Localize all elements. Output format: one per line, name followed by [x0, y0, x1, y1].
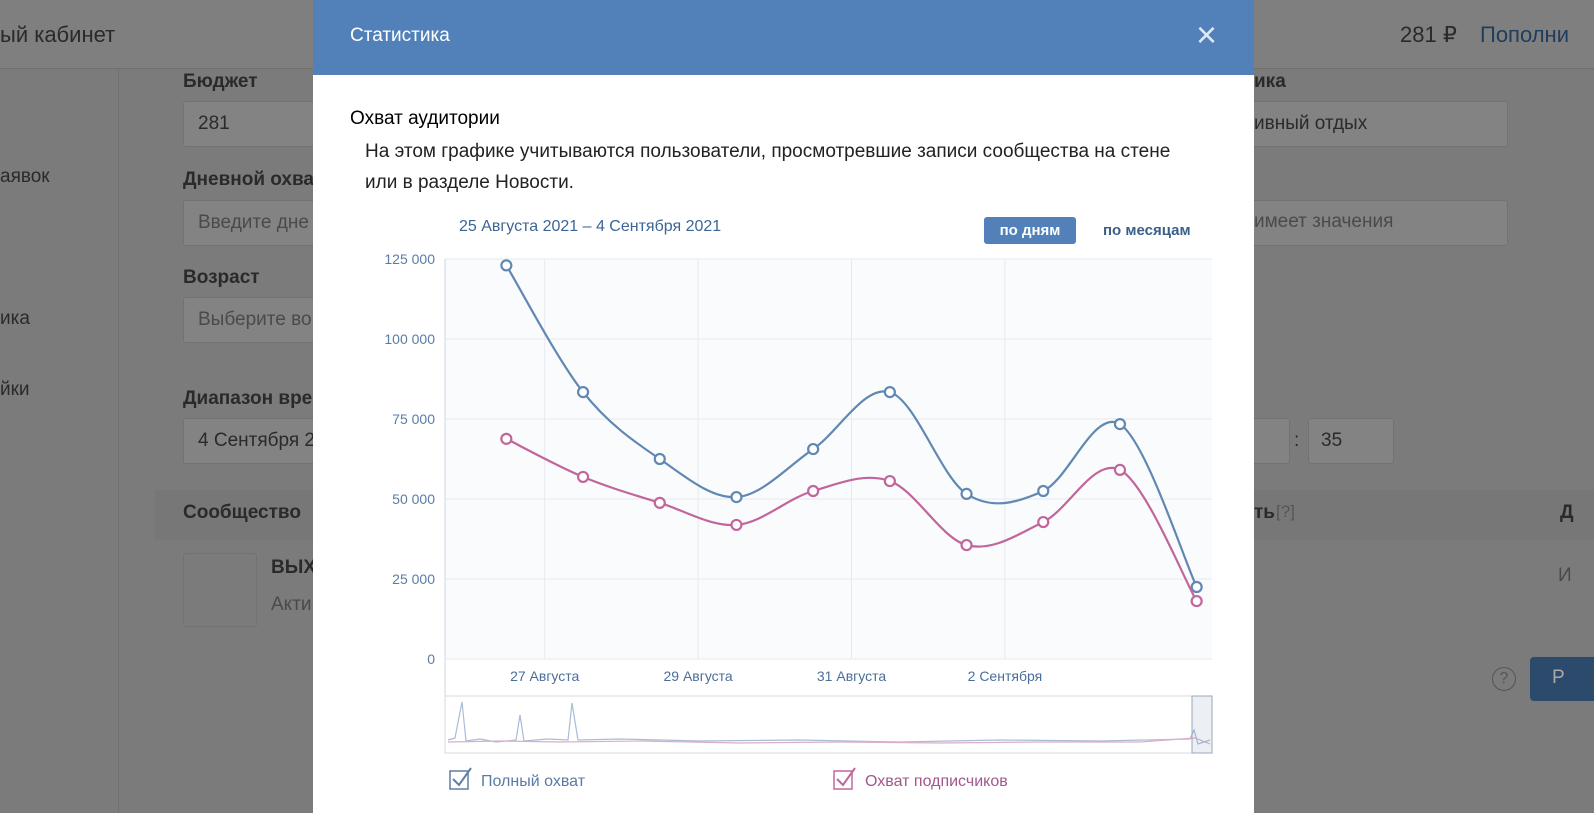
checkbox[interactable]	[833, 770, 853, 790]
minutes: 35	[1321, 430, 1343, 451]
community-name[interactable]: ВЫХ	[271, 557, 316, 578]
point	[730, 490, 743, 504]
point	[730, 518, 743, 532]
cabinet[interactable]: ый кабинет	[0, 22, 116, 47]
close[interactable]: ×	[1196, 14, 1218, 55]
select[interactable]	[1230, 101, 1508, 147]
placeholder: Введите дне	[198, 212, 309, 233]
point	[807, 442, 820, 456]
point	[653, 452, 666, 466]
label: Дневной охва	[183, 169, 314, 190]
point	[1113, 418, 1127, 431]
description: На этом графике учитываются пользователи…	[365, 141, 1171, 193]
button[interactable]: Р	[1530, 657, 1594, 701]
navigator-line	[447, 701, 1211, 745]
label: ть	[1254, 502, 1275, 523]
navigator-window[interactable]	[1191, 695, 1213, 754]
help[interactable]: ?	[1492, 667, 1516, 691]
point	[883, 386, 896, 399]
point	[1113, 463, 1127, 476]
check	[836, 767, 856, 787]
point	[1190, 580, 1203, 594]
series-line	[505, 437, 1198, 602]
point	[883, 474, 896, 488]
period: 25 Августа 2021 – 4 Сентября 2021	[459, 218, 722, 235]
point	[1037, 515, 1050, 529]
legend-label: Охват подписчиков	[865, 773, 1008, 790]
plot-area	[445, 259, 1212, 659]
point	[1190, 594, 1203, 608]
by-days[interactable]: по дням	[984, 217, 1076, 244]
avatar	[183, 553, 257, 627]
label: Бюджет	[183, 71, 258, 92]
navigator-line	[447, 737, 1211, 745]
check	[452, 767, 472, 787]
y-tick-label: 100 000	[384, 331, 435, 347]
x-tick-label: 29 Августа	[663, 668, 732, 684]
topup[interactable]: Пополни	[1480, 22, 1569, 47]
divider	[118, 69, 119, 813]
menu-item[interactable]: йки	[0, 379, 30, 400]
y-tick-label: 0	[427, 651, 435, 667]
point	[1037, 484, 1050, 498]
label: И	[1558, 565, 1572, 586]
menu-item[interactable]: ика	[0, 308, 30, 329]
point	[960, 487, 973, 500]
point	[653, 496, 666, 509]
y-tick-label: 25 000	[392, 571, 435, 587]
menu-item[interactable]: аявок	[0, 166, 50, 187]
x-tick-label: 27 Августа	[510, 668, 579, 684]
point	[807, 484, 820, 498]
community-sub: Акти	[271, 594, 312, 615]
label: ика	[1254, 71, 1286, 92]
by-months[interactable]: по месяцам	[1103, 222, 1191, 239]
select-value: имеет значения	[1254, 211, 1394, 232]
label: Д	[1560, 502, 1574, 523]
point	[576, 470, 590, 484]
x-tick-label: 31 Августа	[817, 668, 886, 684]
point	[960, 538, 973, 552]
select-value: ивный отдых	[1254, 113, 1368, 134]
modal-title: Статистика	[350, 25, 450, 46]
hint[interactable]: [?]	[1276, 502, 1295, 521]
y-tick-label: 125 000	[384, 251, 435, 267]
heading: Охват аудитории	[350, 108, 500, 129]
legend-label: Полный охват	[481, 773, 586, 790]
placeholder: Выберите во	[198, 309, 312, 330]
select[interactable]	[1230, 200, 1508, 246]
modal-header	[313, 0, 1254, 75]
y-tick-label: 75 000	[392, 411, 435, 427]
balance: 281 ₽	[1400, 22, 1457, 47]
navigator[interactable]	[444, 695, 1213, 754]
series-line	[505, 264, 1198, 588]
y-tick-label: 50 000	[392, 491, 435, 507]
label: Возраст	[183, 267, 260, 288]
point	[500, 432, 513, 445]
input-value: 281	[198, 113, 230, 134]
point	[500, 259, 513, 272]
label: Диапазон вре	[183, 388, 313, 409]
point	[576, 386, 590, 399]
input-value: 4 Сентября 2	[198, 430, 315, 451]
label: Сообщество	[183, 502, 301, 523]
checkbox[interactable]	[449, 770, 469, 790]
select[interactable]	[1308, 418, 1394, 464]
colon: :	[1294, 430, 1300, 451]
x-tick-label: 2 Сентября	[968, 668, 1043, 684]
input[interactable]	[183, 297, 325, 343]
